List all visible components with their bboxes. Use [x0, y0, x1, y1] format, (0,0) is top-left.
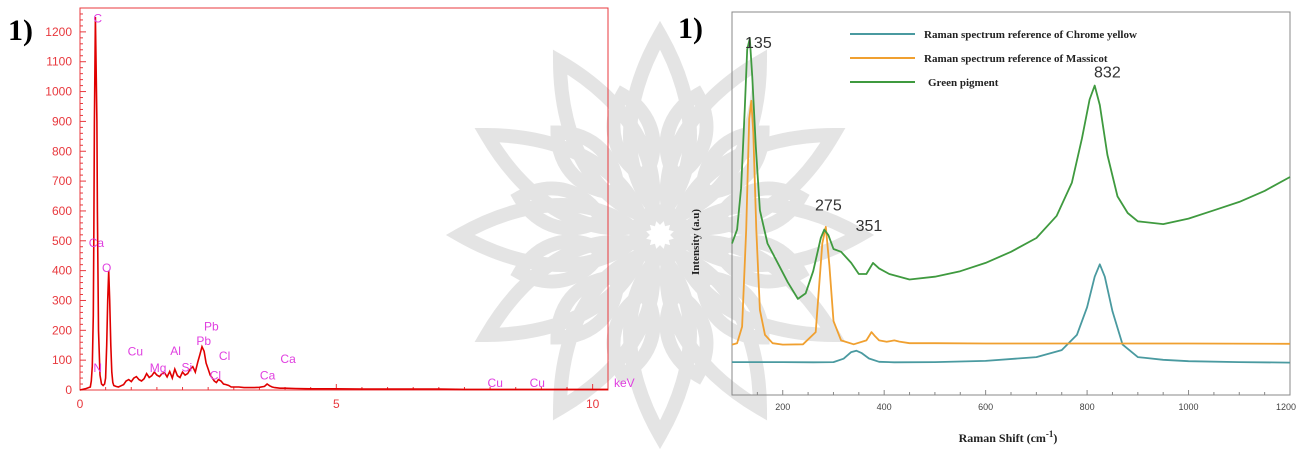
panel-label-left: 1) — [8, 14, 33, 47]
eds-y-tick-label: 800 — [52, 144, 72, 158]
watermark-petal-inner — [550, 125, 625, 200]
eds-element-label: Ca — [260, 369, 276, 383]
panel-label-right: 1) — [678, 12, 703, 45]
eds-x-tick-label: 0 — [77, 397, 84, 411]
eds-y-tick-label: 400 — [52, 264, 72, 278]
eds-y-tick-label: 900 — [52, 114, 72, 128]
raman-series-line-1 — [731, 99, 1291, 346]
eds-y-tick-label: 1000 — [45, 85, 72, 99]
eds-element-label: C — [93, 11, 102, 25]
eds-x-tick-label: 5 — [333, 397, 340, 411]
watermark-petal-inner — [510, 181, 612, 236]
eds-y-tick-label: 700 — [52, 174, 72, 188]
eds-element-label: Cu — [128, 345, 143, 359]
raman-x-tick-label: 1000 — [1179, 402, 1199, 412]
eds-element-label: Cl — [219, 349, 230, 363]
eds-element-label: O — [102, 261, 111, 275]
raman-x-tick-label: 600 — [978, 402, 993, 412]
raman-legend: Raman spectrum reference of Chrome yello… — [850, 29, 1137, 89]
eds-y-tick-label: 0 — [65, 383, 72, 397]
eds-element-label: Ca — [89, 236, 105, 250]
eds-element-label: N — [93, 361, 102, 375]
raman-peak-label: 135 — [745, 35, 772, 52]
eds-element-label: Pb — [196, 334, 211, 348]
eds-plot-frame — [79, 7, 609, 391]
raman-y-axis-label: Intensity (a.u) — [690, 209, 702, 275]
raman-legend-label: Raman spectrum reference of Massicot — [924, 53, 1108, 65]
eds-element-label: Cl — [210, 369, 221, 383]
eds-element-label: Pb — [204, 319, 219, 333]
raman-series — [731, 37, 1291, 364]
eds-y-tick-label: 1200 — [45, 25, 72, 39]
eds-x-axis-label: keV — [614, 376, 635, 390]
eds-y-tick-label: 600 — [52, 204, 72, 218]
eds-spectrum-line — [79, 16, 608, 391]
watermark-petal-inner — [695, 125, 770, 200]
eds-element-label: Si — [181, 360, 192, 374]
eds-element-label: Cu — [530, 376, 545, 390]
raman-chart: 200 400 600 800 1000 1200 135 275 351 832 Raman … — [690, 11, 1296, 445]
watermark-petal-inner — [659, 85, 714, 187]
raman-peak-label: 275 — [815, 197, 842, 214]
eds-element-label: Mg — [150, 361, 167, 375]
eds-y-tick-label: 500 — [52, 234, 72, 248]
eds-element-label: Al — [170, 344, 181, 358]
raman-legend-label: Raman spectrum reference of Chrome yello… — [924, 29, 1137, 41]
eds-chart: 0100200300400500600700800900100011001200… — [45, 7, 635, 411]
eds-element-label: Cu — [488, 376, 503, 390]
raman-legend-label: Green pigment — [928, 77, 999, 89]
raman-x-axis: 200 400 600 800 1000 1200 — [731, 390, 1296, 412]
raman-x-tick-label: 800 — [1080, 402, 1095, 412]
eds-y-tick-label: 100 — [52, 353, 72, 367]
eds-y-tick-label: 200 — [52, 323, 72, 337]
raman-peak-label: 832 — [1094, 64, 1121, 81]
watermark-petal-inner — [606, 85, 661, 187]
eds-element-label: Ca — [280, 352, 296, 366]
raman-peak-labels: 135 275 351 832 — [745, 35, 1121, 235]
eds-y-tick-label: 300 — [52, 293, 72, 307]
raman-series-line-0 — [732, 263, 1291, 364]
raman-x-tick-label: 400 — [877, 402, 892, 412]
raman-series-line-2 — [731, 37, 1291, 300]
watermark-petal-inner — [550, 270, 625, 345]
watermark-petal-inner — [695, 270, 770, 345]
raman-x-tick-label: 200 — [775, 402, 790, 412]
eds-x-tick-label: 10 — [586, 397, 600, 411]
watermark-petal-inner — [659, 283, 714, 385]
raman-x-axis-label: Raman Shift (cm-1) — [959, 429, 1058, 445]
raman-peak-label: 351 — [856, 218, 883, 235]
watermark-petal-inner — [606, 283, 661, 385]
raman-x-tick-label: 1200 — [1276, 402, 1296, 412]
eds-y-axis: 0 100 200 300 400 500 600 700 800 900 1000 1100 1200 — [45, 13, 86, 397]
watermark-petal-inner — [510, 234, 612, 289]
eds-y-tick-label: 1100 — [46, 55, 72, 69]
